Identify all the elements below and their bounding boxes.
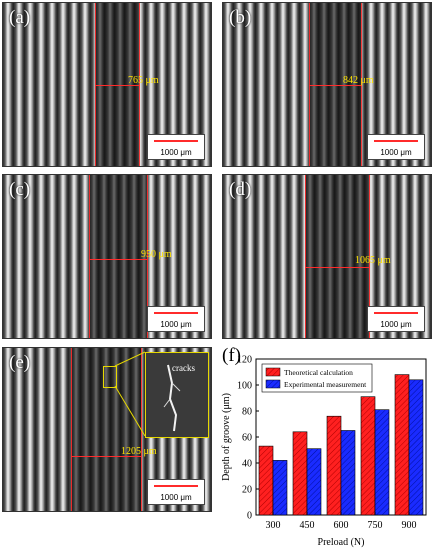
groove-edge-right — [361, 3, 362, 166]
measurement-value: 950 μm — [141, 249, 172, 260]
measurement-arrow — [305, 267, 369, 268]
scale-bar-label: 1000 μm — [160, 493, 192, 502]
legend-box — [261, 363, 373, 393]
scale-bar: 1000 μm — [147, 134, 205, 160]
groove-band — [305, 175, 369, 338]
groove-edge-left — [71, 348, 72, 511]
bar-experimental — [340, 430, 356, 516]
panel-label: (c) — [9, 179, 31, 200]
measurement-arrow — [309, 85, 361, 86]
groove-band — [89, 175, 147, 338]
bar-experimental — [306, 448, 322, 516]
x-tick-label: 600 — [334, 520, 349, 531]
groove-edge-right — [147, 175, 148, 338]
measurement-value: 765 μm — [128, 75, 159, 86]
micrograph-panel-a: 765 μm (a) 1000 μm — [2, 2, 212, 167]
crack-lines — [146, 353, 208, 437]
groove-edge-left — [305, 175, 306, 338]
groove-edge-right — [369, 175, 370, 338]
panel-label: (d) — [229, 179, 252, 200]
groove-edge-left — [95, 3, 96, 166]
panel-label: (e) — [9, 352, 31, 373]
groove-band — [95, 3, 139, 166]
legend-swatch — [265, 379, 281, 389]
measurement-arrow — [95, 85, 139, 86]
scale-bar: 1000 μm — [367, 134, 425, 160]
panel-label: (f) — [222, 345, 241, 366]
scale-bar-label: 1000 μm — [160, 320, 192, 329]
groove-edge-left — [309, 3, 310, 166]
scale-bar: 1000 μm — [147, 306, 205, 332]
bar-theoretical — [258, 445, 274, 516]
groove-depth-chart: (f) 0 20 40 60 80 100 120 300 450 600 750 900 Preloa… — [218, 345, 430, 549]
measurement-value: 1205 μm — [121, 446, 157, 457]
micrograph-panel-c: 950 μm (c) 1000 μm — [2, 174, 212, 339]
panel-label: (b) — [229, 7, 252, 28]
legend-entry: Experimental measurement — [284, 380, 367, 389]
y-tick-label: 40 — [242, 459, 252, 470]
crack-zoom-inset: cracks — [145, 352, 209, 438]
groove-band — [71, 348, 141, 511]
panel-label: (a) — [9, 7, 31, 28]
y-axis-label: Depth of groove (μm) — [221, 393, 232, 481]
micrograph-panel-b: 842 μm (b) 1000 μm — [222, 2, 432, 167]
y-tick-label: 100 — [237, 381, 252, 392]
x-tick-label: 900 — [402, 520, 417, 531]
bar-experimental — [374, 409, 390, 516]
micrograph-panel-d: 1065 μm (d) 1000 μm — [222, 174, 432, 339]
y-tick-label: 0 — [247, 511, 252, 522]
scale-bar: 1000 μm — [147, 479, 205, 505]
scale-bar-label: 1000 μm — [380, 320, 412, 329]
scale-bar-label: 1000 μm — [380, 148, 412, 157]
bar-experimental — [408, 379, 424, 516]
x-tick-label: 750 — [368, 520, 383, 531]
scale-bar: 1000 μm — [367, 306, 425, 332]
groove-edge-left — [89, 175, 90, 338]
x-tick-label: 450 — [300, 520, 315, 531]
bar-theoretical — [360, 396, 376, 516]
y-tick-label: 60 — [242, 433, 252, 444]
scale-bar-label: 1000 μm — [160, 148, 192, 157]
bar-theoretical — [394, 374, 410, 516]
bar-theoretical — [292, 431, 308, 516]
legend-swatch — [265, 367, 281, 377]
measurement-arrow — [71, 456, 141, 457]
y-tick-label: 20 — [242, 485, 252, 496]
groove-band — [309, 3, 361, 166]
y-tick-label: 80 — [242, 407, 252, 418]
cracks-label: cracks — [172, 363, 195, 373]
bar-chart-svg: 0 20 40 60 80 100 120 300 450 600 750 900 Preload (N… — [221, 355, 427, 548]
measurement-value: 842 μm — [343, 75, 374, 86]
zoom-connector-lines — [114, 351, 146, 437]
groove-edge-right — [139, 3, 140, 166]
x-axis-label: Preload (N) — [318, 537, 365, 548]
bar-experimental — [272, 460, 288, 516]
measurement-value: 1065 μm — [355, 255, 391, 266]
micrograph-panel-e: 1205 μm (e) cracks 1000 μm — [2, 347, 212, 512]
y-tick-label: 120 — [237, 355, 252, 366]
bar-theoretical — [326, 415, 342, 516]
crack-marker — [103, 366, 117, 388]
x-tick-label: 300 — [266, 520, 281, 531]
measurement-arrow — [89, 259, 147, 260]
legend-entry: Theoretical calculation — [284, 368, 353, 377]
